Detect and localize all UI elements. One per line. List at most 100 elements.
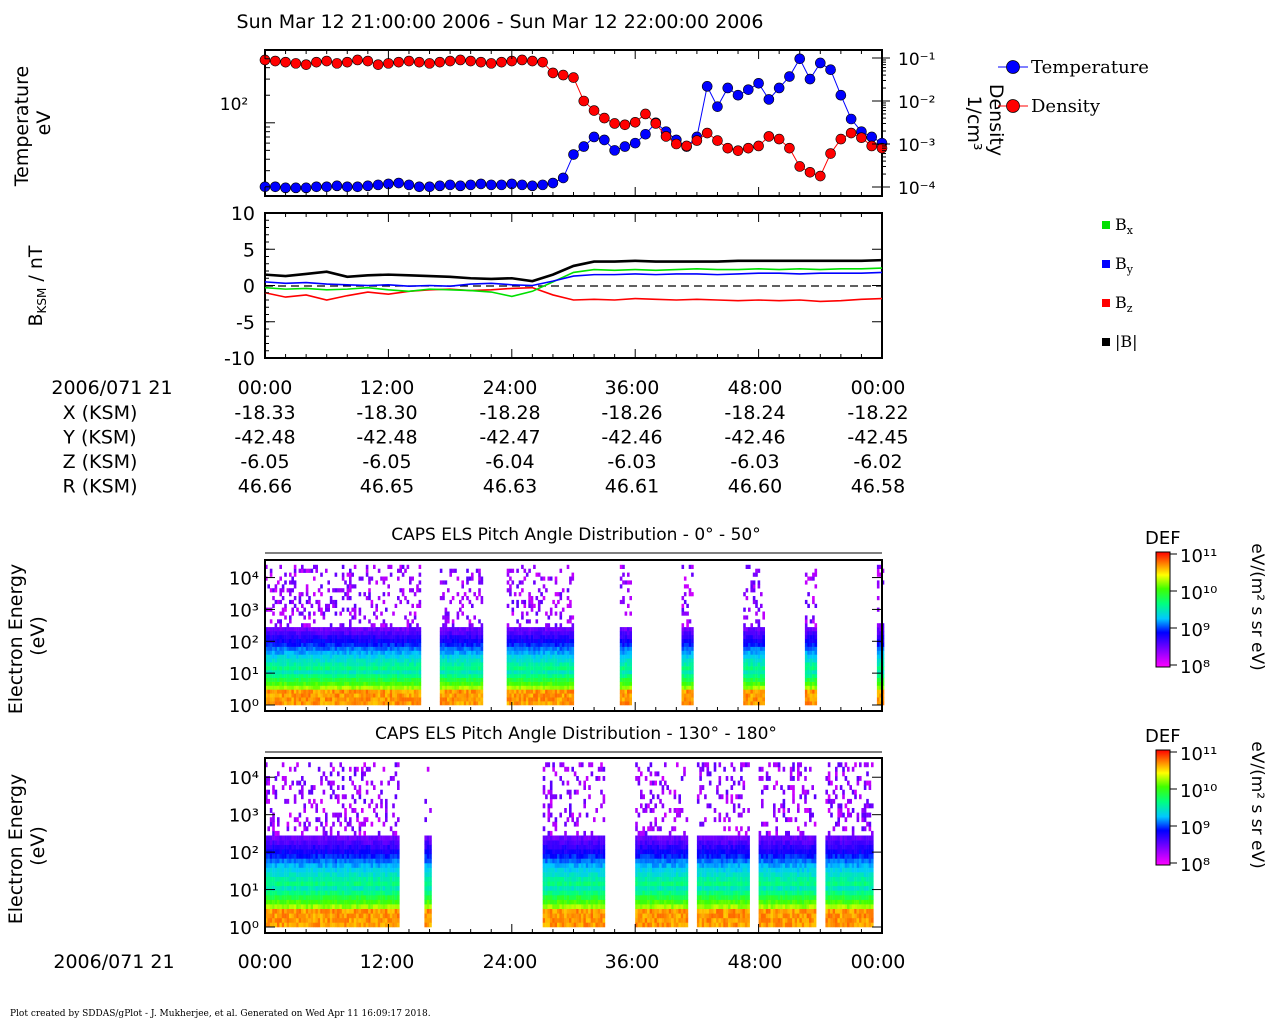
spectrogram-cell bbox=[351, 908, 354, 914]
spectrogram-cell bbox=[277, 689, 280, 694]
spectrogram-cell bbox=[755, 689, 758, 694]
spectrogram-cell bbox=[320, 638, 323, 643]
spectrogram-cell bbox=[329, 913, 333, 919]
spectrogram-cell bbox=[370, 908, 374, 914]
spectrogram-cell bbox=[812, 615, 815, 620]
spectrogram-cell bbox=[757, 623, 761, 628]
legend-temperature-marker bbox=[1006, 60, 1020, 74]
spectrogram-cell bbox=[265, 840, 268, 845]
spectrogram-cell bbox=[530, 681, 534, 686]
spectrogram-cell bbox=[762, 697, 765, 702]
spectrogram-cell bbox=[439, 693, 443, 698]
spectrogram-cell bbox=[269, 572, 273, 577]
spectrogram-cell bbox=[549, 607, 553, 612]
spectrogram-cell bbox=[439, 677, 443, 682]
spectrogram-cell bbox=[518, 650, 522, 655]
spectrogram-cell bbox=[757, 670, 761, 675]
spectrogram-cell bbox=[291, 658, 294, 663]
spectrogram-cell bbox=[385, 654, 388, 659]
spectrogram-cell bbox=[745, 693, 749, 698]
spectrogram-cell bbox=[804, 599, 808, 605]
spectrogram-cell bbox=[305, 584, 309, 589]
spectrogram-cell bbox=[525, 658, 529, 663]
spectrogram-cell bbox=[468, 619, 472, 624]
spectrogram-cell bbox=[305, 568, 309, 573]
spectrogram-cell bbox=[513, 654, 517, 659]
spectrogram-cell bbox=[341, 867, 345, 873]
spectrogram-cell bbox=[447, 670, 450, 675]
spectrogram-cell bbox=[313, 867, 316, 873]
spectrogram-cell bbox=[365, 835, 369, 841]
spectrogram-cell bbox=[310, 835, 314, 841]
spectrogram-cell bbox=[269, 693, 273, 698]
density-point bbox=[321, 55, 333, 67]
spectrogram-cell bbox=[523, 654, 527, 659]
spectrogram-cell bbox=[358, 904, 362, 909]
temperature-point bbox=[496, 179, 507, 191]
spectrogram-cell bbox=[681, 689, 685, 694]
spectrogram-cell bbox=[293, 858, 297, 864]
spectrogram-cell bbox=[447, 615, 450, 620]
spectrogram-cell bbox=[334, 881, 338, 887]
spectrogram-cell bbox=[315, 862, 318, 868]
spectrogram-cell bbox=[293, 596, 297, 601]
spectrogram-cell bbox=[370, 681, 374, 686]
spectrogram-cell bbox=[564, 693, 567, 698]
spectrogram-cell bbox=[804, 646, 808, 651]
spectrogram-cell bbox=[293, 580, 297, 585]
spectrogram-cell bbox=[471, 576, 474, 581]
spectrogram-cell bbox=[361, 853, 364, 859]
spectrogram-cell bbox=[380, 899, 383, 905]
spectrogram-cell bbox=[337, 812, 340, 818]
spectrogram-cell bbox=[622, 599, 625, 605]
spectrogram-cell bbox=[552, 685, 555, 690]
spectrogram-cell bbox=[305, 638, 309, 643]
spectrogram-cell bbox=[404, 689, 407, 694]
spectrogram-cell bbox=[315, 666, 318, 671]
spectrogram-cell bbox=[394, 603, 398, 608]
spectrogram-cell bbox=[334, 658, 338, 663]
spectrogram-cell bbox=[416, 697, 419, 702]
spectrogram-cell bbox=[511, 685, 515, 690]
spectrogram-cell bbox=[750, 631, 753, 636]
spectrogram-cell bbox=[322, 666, 326, 671]
spectrogram-cell bbox=[308, 881, 311, 887]
spectrogram-cell bbox=[281, 670, 285, 675]
spectrogram-cell bbox=[267, 922, 270, 928]
spectrogram-cell bbox=[351, 899, 354, 905]
spectrogram-cell bbox=[629, 646, 632, 651]
spectrogram-cell bbox=[279, 862, 282, 868]
spectrogram-cell bbox=[349, 619, 352, 624]
spectrogram-cell bbox=[397, 631, 400, 636]
spectrogram-cell bbox=[413, 592, 417, 597]
spectrogram-cell bbox=[298, 658, 302, 663]
spectrogram-cell bbox=[305, 849, 309, 855]
spectrogram-cell bbox=[511, 677, 515, 682]
spectrogram-cell bbox=[267, 840, 270, 845]
spectrogram-cell bbox=[516, 646, 519, 651]
spectrogram-cell bbox=[466, 666, 469, 671]
spectrogram-cell bbox=[313, 835, 316, 841]
spectrogram-cell bbox=[444, 701, 448, 706]
spectrogram-cell bbox=[281, 673, 285, 678]
spectrogram-cell bbox=[475, 681, 479, 686]
spectrogram-cell bbox=[511, 681, 515, 686]
spectrogram-cell bbox=[327, 638, 330, 643]
spectrogram-cell bbox=[341, 701, 345, 706]
spectrogram-cell bbox=[557, 673, 560, 678]
spectrogram-cell bbox=[329, 693, 333, 698]
spectrogram-cell bbox=[291, 650, 294, 655]
spectrogram-cell bbox=[691, 662, 694, 667]
spectrogram-cell bbox=[313, 685, 316, 690]
spectrogram-cell bbox=[337, 849, 340, 855]
spectrogram-cell bbox=[743, 607, 746, 612]
spectrogram-cell bbox=[447, 634, 450, 640]
spectrogram-cell bbox=[569, 673, 572, 678]
spectrogram-cell bbox=[322, 673, 326, 678]
spectrogram-cell bbox=[375, 858, 378, 864]
spectrogram-cell bbox=[277, 867, 280, 873]
spectrogram-cell bbox=[686, 666, 689, 671]
spectrogram-cell bbox=[447, 689, 450, 694]
spectrogram-cell bbox=[506, 631, 510, 636]
spectrogram-cell bbox=[368, 681, 371, 686]
